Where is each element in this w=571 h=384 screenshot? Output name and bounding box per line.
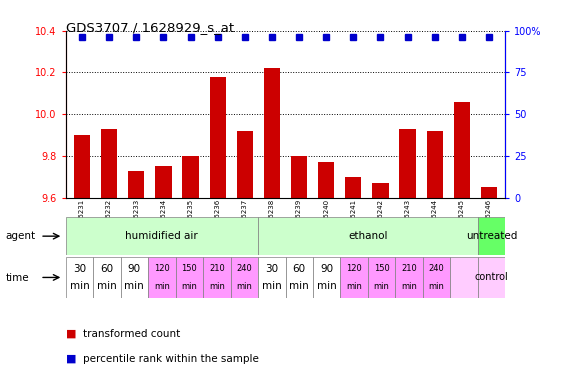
Bar xyxy=(395,257,423,298)
Bar xyxy=(101,129,117,198)
Text: min: min xyxy=(346,282,362,291)
Text: 60: 60 xyxy=(293,263,306,273)
Text: min: min xyxy=(209,282,225,291)
Text: 30: 30 xyxy=(265,263,278,273)
Bar xyxy=(66,257,93,298)
Bar xyxy=(182,156,199,198)
Bar xyxy=(93,257,120,298)
Text: agent: agent xyxy=(6,231,36,241)
Text: transformed count: transformed count xyxy=(83,329,180,339)
Bar xyxy=(231,257,258,298)
Text: 150: 150 xyxy=(374,264,389,273)
Text: min: min xyxy=(70,281,89,291)
Bar xyxy=(481,187,497,198)
Bar xyxy=(451,257,478,298)
Text: min: min xyxy=(374,282,389,291)
Bar xyxy=(148,257,176,298)
Text: 210: 210 xyxy=(209,264,224,273)
Bar xyxy=(176,257,203,298)
Bar xyxy=(258,257,286,298)
Bar xyxy=(478,257,505,298)
Bar xyxy=(291,156,307,198)
Bar xyxy=(345,177,361,198)
Text: 30: 30 xyxy=(73,263,86,273)
Text: min: min xyxy=(154,282,170,291)
Bar xyxy=(155,166,171,198)
Text: min: min xyxy=(97,281,116,291)
Text: min: min xyxy=(262,281,282,291)
Bar xyxy=(128,170,144,198)
Text: ■: ■ xyxy=(66,354,76,364)
Text: 90: 90 xyxy=(128,263,141,273)
Bar xyxy=(120,257,148,298)
Text: min: min xyxy=(289,281,309,291)
Bar xyxy=(318,162,335,198)
Bar xyxy=(286,257,313,298)
Text: 60: 60 xyxy=(100,263,114,273)
Text: untreated: untreated xyxy=(466,231,517,241)
Bar xyxy=(313,257,340,298)
Text: min: min xyxy=(124,281,144,291)
Bar xyxy=(258,217,478,255)
Text: min: min xyxy=(429,282,445,291)
Bar xyxy=(423,257,451,298)
Text: 240: 240 xyxy=(429,264,444,273)
Text: humidified air: humidified air xyxy=(126,231,198,241)
Text: ethanol: ethanol xyxy=(348,231,388,241)
Text: 90: 90 xyxy=(320,263,333,273)
Text: percentile rank within the sample: percentile rank within the sample xyxy=(83,354,259,364)
Bar xyxy=(427,131,443,198)
Text: min: min xyxy=(317,281,336,291)
Text: time: time xyxy=(6,273,29,283)
Text: 150: 150 xyxy=(182,264,197,273)
Bar xyxy=(210,77,226,198)
Text: min: min xyxy=(236,282,252,291)
Text: 210: 210 xyxy=(401,264,417,273)
Text: GDS3707 / 1628929_s_at: GDS3707 / 1628929_s_at xyxy=(66,21,234,34)
Text: ■: ■ xyxy=(66,329,76,339)
Bar xyxy=(203,257,231,298)
Bar xyxy=(236,131,253,198)
Bar xyxy=(264,68,280,198)
Bar xyxy=(400,129,416,198)
Text: 120: 120 xyxy=(154,264,170,273)
Bar xyxy=(340,257,368,298)
Text: control: control xyxy=(475,272,508,283)
Text: min: min xyxy=(401,282,417,291)
Bar xyxy=(74,135,90,198)
Bar xyxy=(478,217,505,255)
Bar xyxy=(368,257,395,298)
Text: min: min xyxy=(182,282,197,291)
Bar xyxy=(66,217,258,255)
Bar xyxy=(372,183,389,198)
Text: 120: 120 xyxy=(347,264,362,273)
Text: 240: 240 xyxy=(236,264,252,273)
Bar xyxy=(454,102,470,198)
